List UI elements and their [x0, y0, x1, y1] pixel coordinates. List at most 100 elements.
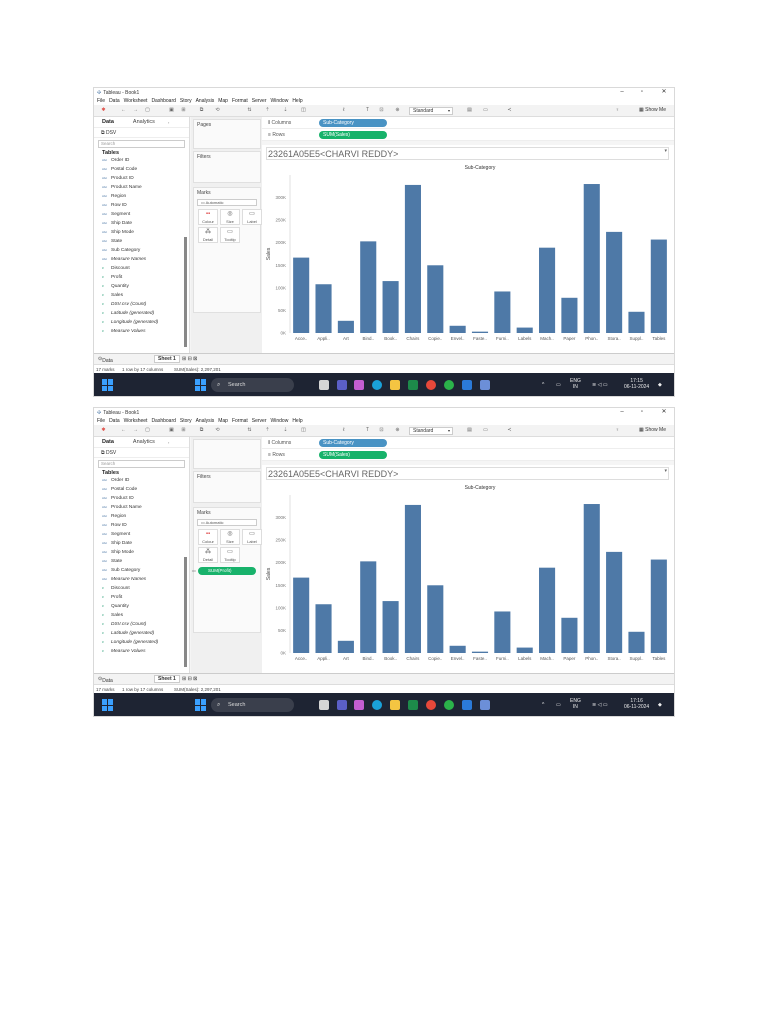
minimize-icon[interactable]: – — [620, 409, 624, 415]
field-item[interactable]: Abc Row ID — [94, 201, 189, 210]
field-item[interactable]: # Longitude (generated) — [94, 638, 189, 647]
bar-5[interactable] — [404, 504, 421, 653]
start-icon[interactable] — [195, 379, 207, 391]
swap-icon[interactable]: ⇅ — [247, 107, 252, 113]
label-button[interactable]: ▭ Label — [242, 209, 262, 225]
mark-type-select[interactable]: ▭ Automatic — [197, 199, 257, 206]
field-list-scrollbar[interactable] — [184, 557, 187, 667]
save-icon[interactable]: ▣ — [169, 107, 174, 113]
marks-tooltip-pill[interactable]: ▭ SUM(Profit) — [192, 567, 256, 575]
label-icon[interactable]: T — [365, 107, 370, 113]
show-me-button[interactable]: ▦ Show Me — [639, 427, 666, 433]
rows-pill[interactable]: SUM(Sales) — [319, 451, 387, 459]
share-icon[interactable]: ≺ — [507, 107, 512, 113]
tableau-home-icon[interactable]: ✱ — [101, 427, 106, 433]
colour-button[interactable]: ▪▪ Colour — [198, 529, 218, 545]
detail-button[interactable]: ⁂ Detail — [198, 227, 218, 243]
tableau-home-icon[interactable]: ✱ — [101, 107, 106, 113]
bulb-icon[interactable]: ♀ — [615, 107, 620, 113]
duplicate-icon[interactable]: ⧉ — [199, 107, 204, 113]
pages-card[interactable]: Pages — [193, 119, 261, 149]
field-item[interactable]: # DSV.csv (Count) — [94, 300, 189, 309]
menu-item[interactable]: Story — [179, 418, 192, 424]
tab-data[interactable]: Data — [102, 439, 114, 445]
field-item[interactable]: # Profit — [94, 593, 189, 602]
vscode-icon[interactable] — [462, 380, 472, 390]
label-icon[interactable]: T — [365, 427, 370, 433]
new-sheet-icon[interactable]: ⊞ — [181, 107, 186, 113]
bar-1[interactable] — [315, 284, 332, 333]
field-item[interactable]: Abc Ship Mode — [94, 548, 189, 557]
sheet-1-tab[interactable]: Sheet 1 — [154, 355, 180, 363]
tab-data[interactable]: Data — [102, 119, 114, 125]
field-item[interactable]: Abc Postal Code — [94, 165, 189, 174]
bar-12[interactable] — [561, 617, 578, 653]
sheet-title-box[interactable] — [266, 467, 669, 480]
menu-item[interactable]: Format — [231, 418, 248, 424]
detail-button[interactable]: ⁂ Detail — [198, 547, 218, 563]
field-item[interactable]: # Measure Values — [94, 647, 189, 656]
menu-item[interactable]: File — [97, 98, 106, 104]
clear-icon[interactable]: ⟲ — [215, 427, 220, 433]
field-list-scrollbar[interactable] — [184, 237, 187, 347]
tooltip-button[interactable]: ▭ Tooltip — [220, 227, 240, 243]
fit-select[interactable]: Standard ▾ — [409, 107, 453, 115]
field-item[interactable]: Abc State — [94, 237, 189, 246]
field-item[interactable]: # Quantity — [94, 282, 189, 291]
bar-16[interactable] — [650, 559, 667, 653]
field-item[interactable]: Abc Measure Names — [94, 575, 189, 584]
field-item[interactable]: # Latitude (generated) — [94, 629, 189, 638]
mark-type-select[interactable]: ▭ Automatic — [197, 519, 257, 526]
columns-pill[interactable]: Sub-Category — [319, 439, 387, 447]
tableau-taskbar-icon[interactable] — [480, 380, 490, 390]
group-icon[interactable]: ◫ — [301, 427, 306, 433]
field-item[interactable]: # Discount — [94, 264, 189, 273]
field-item[interactable]: # Sales — [94, 291, 189, 300]
tray-chevron-icon[interactable]: ^ — [542, 382, 545, 388]
rows-pill[interactable]: SUM(Sales) — [319, 131, 387, 139]
field-item[interactable]: Abc Segment — [94, 530, 189, 539]
close-icon[interactable]: ✕ — [661, 409, 667, 415]
sheet-1-tab[interactable]: Sheet 1 — [154, 675, 180, 683]
bar-0[interactable] — [293, 577, 310, 653]
menu-item[interactable]: Dashboard — [151, 418, 176, 424]
bar-3[interactable] — [360, 561, 377, 653]
field-item[interactable]: Abc Segment — [94, 210, 189, 219]
copilot-icon[interactable] — [354, 700, 364, 710]
filters-card[interactable]: Filters — [193, 471, 261, 503]
bar-6[interactable] — [427, 265, 444, 333]
teams-icon[interactable] — [337, 380, 347, 390]
group-icon[interactable]: ◫ — [301, 107, 306, 113]
menu-item[interactable]: Dashboard — [151, 98, 176, 104]
title-menu-icon[interactable]: ▾ — [664, 148, 667, 154]
menu-item[interactable]: Analysis — [195, 418, 215, 424]
start-icon[interactable] — [195, 699, 207, 711]
bar-2[interactable] — [337, 640, 354, 653]
datasource-item[interactable]: ⧉ DSV — [94, 128, 189, 138]
menu-item[interactable]: Map — [218, 98, 228, 104]
field-item[interactable]: Abc Sub Category — [94, 566, 189, 575]
menu-item[interactable]: Worksheet — [123, 418, 148, 424]
windows-widget-icon[interactable] — [102, 699, 114, 711]
taskbar-search-input[interactable]: ⌕ Search — [211, 378, 294, 392]
new-datasource-icon[interactable]: ▢ — [145, 107, 150, 113]
datasource-item[interactable]: ⧉ DSV — [94, 448, 189, 458]
new-sheet-tab-icons[interactable]: ⊞ ⊟ ⊠ — [182, 356, 198, 362]
pin-icon[interactable]: ⊕ — [395, 427, 400, 433]
menu-item[interactable]: Server — [251, 418, 267, 424]
bar-3[interactable] — [360, 241, 377, 333]
data-source-tab[interactable]: ⊙ Data Source — [98, 356, 118, 370]
back-icon[interactable]: ← — [121, 427, 126, 433]
notification-bell-icon[interactable]: ◆ — [658, 702, 662, 708]
bar-5[interactable] — [404, 184, 421, 333]
field-item[interactable]: # DSV.csv (Count) — [94, 620, 189, 629]
language-indicator[interactable]: ENG IN — [570, 698, 581, 710]
field-item[interactable]: Abc Region — [94, 512, 189, 521]
field-item[interactable]: Abc Ship Date — [94, 219, 189, 228]
format-icon[interactable]: ⊡ — [379, 427, 384, 433]
bar-14[interactable] — [606, 231, 623, 333]
file-explorer-icon[interactable] — [390, 380, 400, 390]
show-me-button[interactable]: ▦ Show Me — [639, 107, 666, 113]
field-item[interactable]: Abc Measure Names — [94, 255, 189, 264]
bar-16[interactable] — [650, 239, 667, 333]
